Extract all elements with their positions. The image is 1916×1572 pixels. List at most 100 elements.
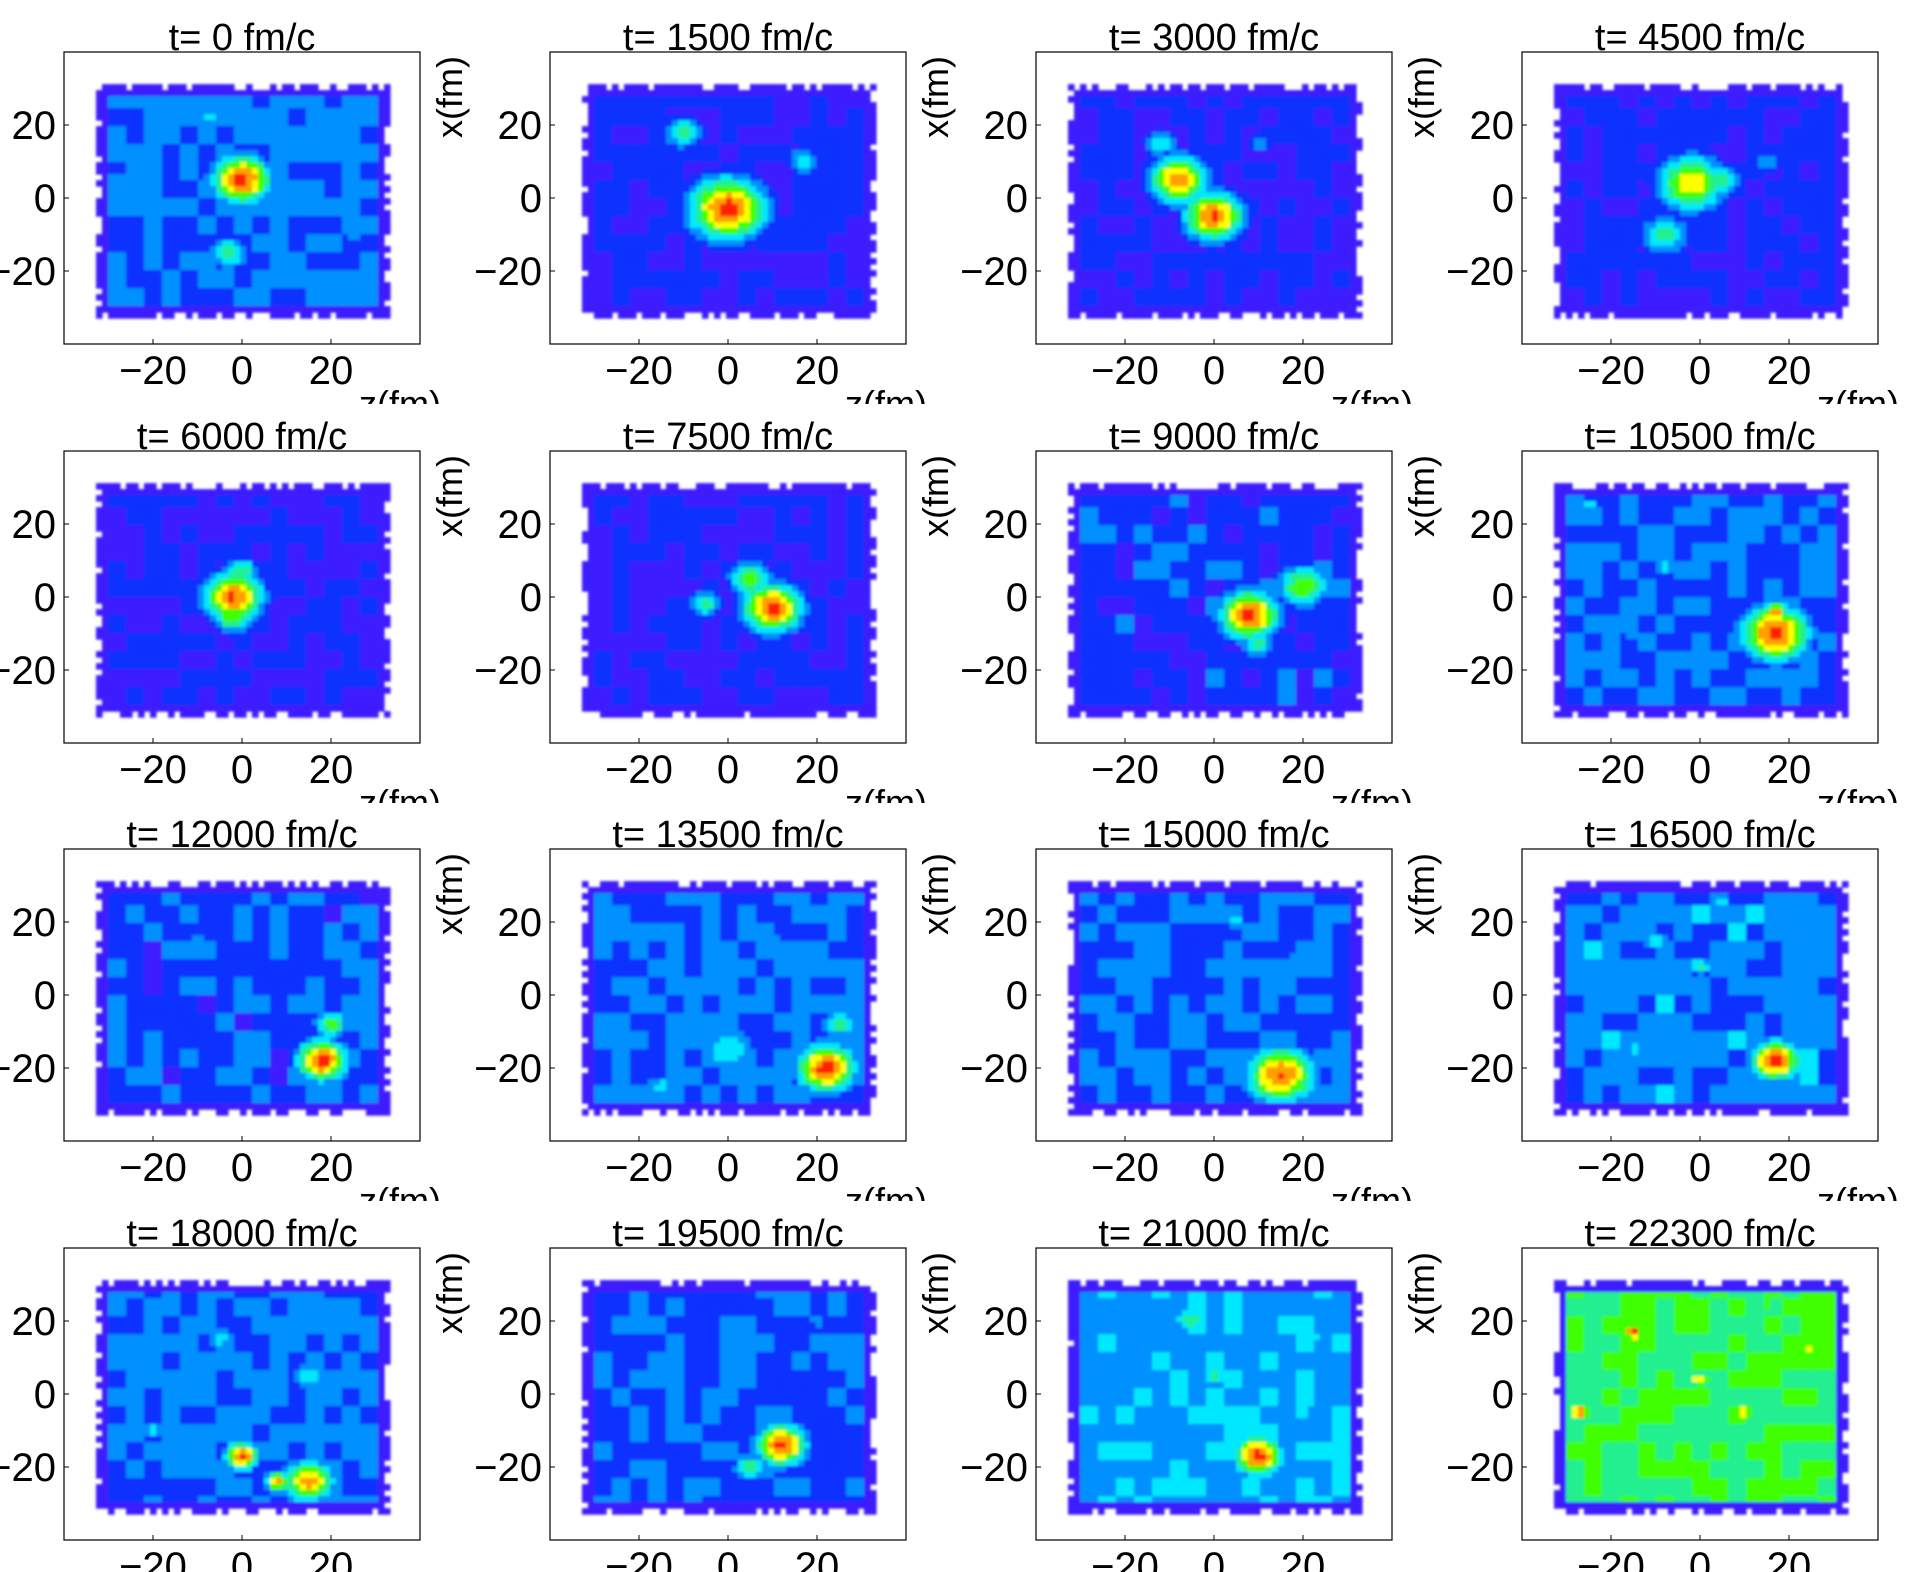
heat-cell <box>1176 84 1183 91</box>
heat-cell <box>1284 192 1291 199</box>
heat-cell <box>1212 114 1219 121</box>
heat-cell <box>630 288 637 295</box>
heat-cell <box>300 264 307 271</box>
heat-cell <box>114 168 121 175</box>
heat-cell <box>1146 222 1153 229</box>
heat-cell <box>204 282 211 289</box>
heat-cell <box>834 138 841 145</box>
heat-cell <box>366 96 373 103</box>
heat-cell <box>234 120 241 127</box>
heat-cell <box>258 288 265 295</box>
heat-cell <box>690 120 697 127</box>
heat-cell <box>204 180 211 187</box>
heat-cell <box>588 288 595 295</box>
heat-cell <box>336 252 343 259</box>
heat-cell <box>1176 180 1183 187</box>
heat-cell <box>222 252 229 259</box>
heat-cell <box>360 270 367 277</box>
heat-cell <box>324 252 331 259</box>
heat-cell <box>660 288 667 295</box>
heat-cell <box>1290 96 1297 103</box>
heat-cell <box>1206 222 1213 229</box>
heat-cell <box>732 210 739 217</box>
heat-cell <box>1242 174 1249 181</box>
heat-cell <box>816 234 823 241</box>
heat-cell <box>870 222 877 229</box>
heat-cell <box>810 150 817 157</box>
heat-cell <box>120 306 127 313</box>
heat-cell <box>1320 192 1327 199</box>
heat-cell <box>156 192 163 199</box>
heat-cell <box>1248 204 1255 211</box>
heat-cell <box>198 216 205 223</box>
heat-cell <box>588 234 595 241</box>
heat-cell <box>678 132 685 139</box>
heat-cell <box>630 306 637 313</box>
heat-cell <box>126 270 133 277</box>
heat-cell <box>120 246 127 253</box>
heat-cell <box>732 258 739 265</box>
heat-cell <box>726 174 733 181</box>
heat-cell <box>282 264 289 271</box>
heat-cell <box>1296 174 1303 181</box>
panels-layer: t= 0 fm/c200−20−20020z(fm)t= 1500 fm/c20… <box>0 17 1899 1572</box>
heat-cell <box>726 294 733 301</box>
heat-cell <box>1128 180 1135 187</box>
heat-cell <box>1326 144 1333 151</box>
heat-cell <box>1266 192 1273 199</box>
heat-cell <box>732 132 739 139</box>
heat-cell <box>288 264 295 271</box>
heat-cell <box>1290 102 1297 109</box>
heat-cell <box>96 180 103 187</box>
heat-cell <box>762 150 769 157</box>
heat-cell <box>642 264 649 271</box>
heat-cell <box>258 210 265 217</box>
heat-cell <box>378 294 385 301</box>
heat-cell <box>666 210 673 217</box>
heat-cell <box>120 312 127 319</box>
heat-cell <box>234 282 241 289</box>
heat-cell <box>1098 144 1105 151</box>
heat-cell <box>1230 156 1237 163</box>
heat-cell <box>168 96 175 103</box>
heat-cell <box>1158 144 1165 151</box>
heat-cell <box>1248 150 1255 157</box>
heat-cell <box>1128 108 1135 115</box>
heat-cell <box>1242 222 1249 229</box>
heat-cell <box>1272 180 1279 187</box>
heat-cell <box>822 282 829 289</box>
heat-cell <box>192 246 199 253</box>
heat-cell <box>234 156 241 163</box>
heat-cell <box>1260 162 1267 169</box>
heat-cell <box>132 132 139 139</box>
heat-cell <box>1290 126 1297 133</box>
heat-cell <box>306 132 313 139</box>
heat-cell <box>282 120 289 127</box>
heat-cell <box>174 156 181 163</box>
heat-cell <box>696 192 703 199</box>
heat-cell <box>858 114 865 121</box>
heat-cell <box>624 126 631 133</box>
heat-cell <box>318 288 325 295</box>
heat-cell <box>804 240 811 247</box>
heat-cell <box>1212 204 1219 211</box>
heat-cell <box>204 192 211 199</box>
heat-cell <box>774 258 781 265</box>
heat-cell <box>600 186 607 193</box>
heat-cell <box>720 186 727 193</box>
heat-cell <box>234 300 241 307</box>
heat-cell <box>132 120 139 127</box>
heat-cell <box>684 90 691 97</box>
heat-cell <box>1080 180 1087 187</box>
heat-cell <box>756 216 763 223</box>
heat-cell <box>306 234 313 241</box>
heat-cell <box>1110 144 1117 151</box>
heat-cell <box>276 312 283 319</box>
heat-cell <box>246 288 253 295</box>
heat-cell <box>678 210 685 217</box>
heat-cell <box>828 96 835 103</box>
heat-cell <box>678 138 685 145</box>
heat-cell <box>648 168 655 175</box>
heat-cell <box>1224 102 1231 109</box>
heat-cell <box>114 216 121 223</box>
